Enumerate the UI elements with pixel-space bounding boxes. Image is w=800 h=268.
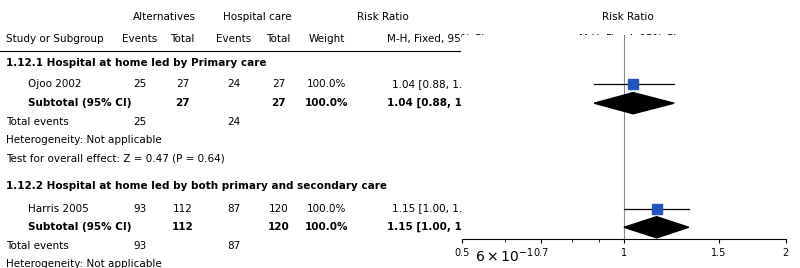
Text: 27: 27: [176, 79, 189, 90]
Text: 100.0%: 100.0%: [305, 222, 348, 232]
Text: Ojoo 2002: Ojoo 2002: [28, 79, 82, 90]
Text: 100.0%: 100.0%: [306, 203, 346, 214]
Text: 25: 25: [134, 79, 146, 90]
Text: M-H, Fixed, 95% CI: M-H, Fixed, 95% CI: [579, 34, 677, 44]
Text: 112: 112: [171, 222, 194, 232]
Text: Weight: Weight: [308, 34, 345, 44]
Text: Study or Subgroup: Study or Subgroup: [6, 34, 104, 44]
Text: 100.0%: 100.0%: [306, 79, 346, 90]
Text: 100.0%: 100.0%: [305, 98, 348, 108]
Text: Risk Ratio: Risk Ratio: [357, 12, 408, 23]
Polygon shape: [624, 217, 689, 238]
Text: 27: 27: [271, 98, 286, 108]
Text: 112: 112: [173, 203, 192, 214]
Text: 1.12.2 Hospital at home led by both primary and secondary care: 1.12.2 Hospital at home led by both prim…: [6, 181, 387, 191]
Text: Subtotal (95% CI): Subtotal (95% CI): [28, 98, 131, 108]
Text: 24: 24: [227, 117, 240, 127]
Text: 27: 27: [175, 98, 190, 108]
Text: Hospital care: Hospital care: [223, 12, 292, 23]
Text: Subtotal (95% CI): Subtotal (95% CI): [28, 222, 131, 232]
Text: Risk Ratio: Risk Ratio: [602, 12, 654, 23]
Text: Total: Total: [170, 34, 194, 44]
Text: 1.15 [1.00, 1.32]: 1.15 [1.00, 1.32]: [392, 203, 480, 214]
Text: 120: 120: [267, 222, 290, 232]
Text: Events: Events: [216, 34, 251, 44]
Text: Total events: Total events: [6, 241, 69, 251]
Polygon shape: [594, 92, 674, 114]
Text: Total: Total: [266, 34, 290, 44]
Text: 87: 87: [227, 241, 240, 251]
Text: Heterogeneity: Not applicable: Heterogeneity: Not applicable: [6, 259, 162, 268]
Text: M-H, Fixed, 95% CI: M-H, Fixed, 95% CI: [387, 34, 485, 44]
Text: 1.04 [0.88, 1.24]: 1.04 [0.88, 1.24]: [392, 79, 480, 90]
Text: Events: Events: [122, 34, 158, 44]
Text: 87: 87: [227, 203, 240, 214]
Text: Total events: Total events: [6, 117, 69, 127]
Text: 1.15 [1.00, 1.32]: 1.15 [1.00, 1.32]: [387, 222, 485, 232]
Text: Harris 2005: Harris 2005: [28, 203, 89, 214]
Text: Alternatives: Alternatives: [133, 12, 195, 23]
Text: 25: 25: [134, 117, 146, 127]
Text: 93: 93: [134, 203, 146, 214]
Text: 120: 120: [269, 203, 288, 214]
Text: 27: 27: [272, 79, 285, 90]
Text: 93: 93: [134, 241, 146, 251]
Text: 1.12.1 Hospital at home led by Primary care: 1.12.1 Hospital at home led by Primary c…: [6, 58, 267, 68]
Text: Test for overall effect: Z = 0.47 (P = 0.64): Test for overall effect: Z = 0.47 (P = 0…: [6, 154, 225, 164]
Text: 24: 24: [227, 79, 240, 90]
Text: 1.04 [0.88, 1.24]: 1.04 [0.88, 1.24]: [387, 98, 485, 108]
Text: Heterogeneity: Not applicable: Heterogeneity: Not applicable: [6, 135, 162, 145]
